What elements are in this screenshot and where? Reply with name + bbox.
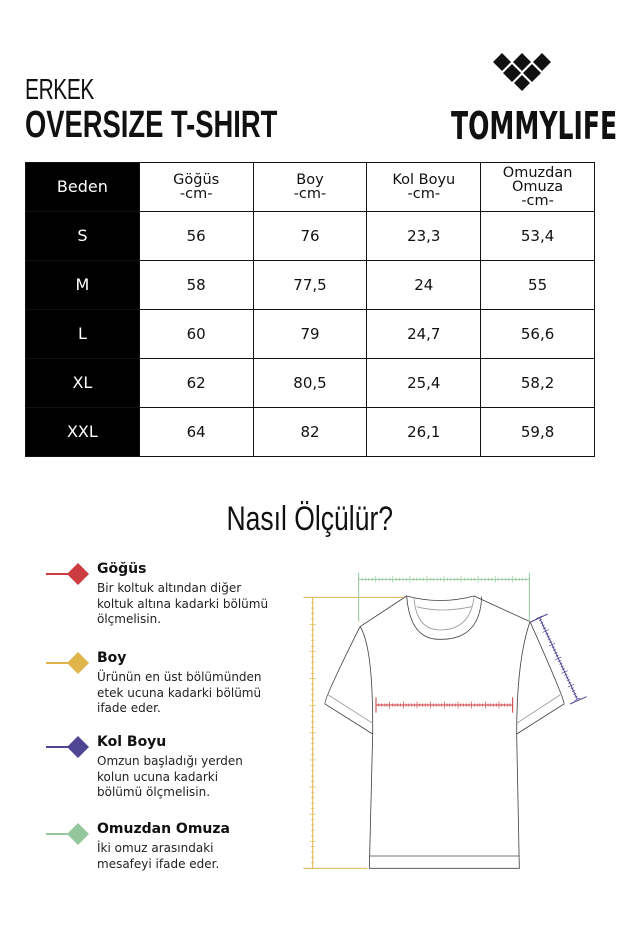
measure-cell: 59,8: [480, 407, 595, 457]
legend-diamond-icon: [46, 563, 89, 585]
category-label: ERKEK: [25, 74, 94, 106]
measure-cell: 77,5: [252, 260, 368, 310]
description-line: kolun ucuna kadarki: [97, 769, 219, 784]
legend-description: Ürünün en üst bölümünden etek ucuna kadar…: [97, 670, 297, 717]
table-row: XXL 64 82 26,1 59,8: [25, 407, 595, 457]
legend-diamond-icon: [46, 736, 89, 758]
tshirt-outline: [324, 595, 565, 869]
size-cell: M: [25, 260, 140, 310]
chest-ruler: [375, 697, 514, 713]
measure-cell: 62: [138, 358, 254, 408]
measure-cell: 58,2: [480, 358, 595, 408]
measure-cell: 56: [138, 211, 254, 261]
description-line: ölçmelisin.: [97, 612, 162, 626]
legend-title: Omuzdan Omuza: [97, 821, 230, 837]
measure-cell: 64: [138, 407, 254, 457]
shoulder-ruler: [358, 572, 530, 622]
header-sleeve: Kol Boyu -cm-: [366, 162, 482, 212]
measure-cell: 24,7: [366, 309, 482, 359]
measure-cell: 53,4: [480, 211, 595, 261]
brand-name: TOMMYLIFE: [451, 104, 618, 148]
description-line: bölümü ölçmelisin.: [97, 785, 211, 799]
size-cell: XL: [25, 358, 140, 408]
table-header-row: Beden Göğüs -cm- Boy -cm- Kol Boyu -cm- Omu…: [25, 162, 595, 212]
page-title: OVERSIZE T-SHIRT: [25, 104, 278, 146]
length-ruler: [303, 596, 404, 869]
legend-title: Göğüs: [97, 561, 147, 577]
measure-cell: 26,1: [366, 407, 482, 457]
description-line: mesafeyi ifade eder.: [97, 856, 220, 871]
size-table: Beden Göğüs -cm- Boy -cm- Kol Boyu -cm- Omu…: [25, 162, 595, 457]
measure-cell: 79: [252, 309, 368, 359]
measure-cell: 80,5: [252, 358, 368, 408]
legend-description: Omzun başladığı yerden kolun ucuna kadark…: [97, 754, 297, 801]
description-line: Omzun başladığı yerden: [97, 754, 243, 768]
legend-description: İki omuz arasındaki mesafeyi ifade eder.: [97, 841, 297, 872]
table-row: XL 62 80,5 25,4 58,2: [25, 358, 595, 408]
description-line: etek ucuna kadarki bölümü: [97, 685, 262, 700]
description-line: İki omuz arasındaki: [97, 841, 214, 855]
description-line: Ürünün en üst bölümünden: [97, 670, 262, 684]
size-cell: L: [25, 309, 140, 359]
sleeve-ruler: [530, 613, 587, 705]
legend-title: Kol Boyu: [97, 734, 167, 750]
tshirt-diagram: [303, 572, 587, 869]
measure-cell: 24: [366, 260, 482, 310]
legend-diamond-icon: [46, 823, 89, 845]
measure-cell: 82: [252, 407, 368, 457]
legend-title: Boy: [97, 650, 127, 666]
description-line: ifade eder.: [97, 701, 161, 715]
measure-cell: 55: [480, 260, 595, 310]
header-chest: Göğüs -cm-: [138, 162, 254, 212]
how-to-measure-title: Nasıl Ölçülür?: [226, 500, 394, 538]
description-line: Bir koltuk altından diğer: [97, 581, 242, 595]
measure-cell: 56,6: [480, 309, 595, 359]
measure-cell: 25,4: [366, 358, 482, 408]
size-cell: S: [25, 211, 140, 261]
measure-cell: 58: [138, 260, 254, 310]
header-length: Boy -cm-: [252, 162, 368, 212]
size-cell: XXL: [25, 407, 140, 457]
table-row: S 56 76 23,3 53,4: [25, 211, 595, 261]
legend-diamond-icon: [46, 652, 89, 674]
brand-logo-icon: [493, 53, 551, 91]
measure-cell: 76: [252, 211, 368, 261]
table-row: L 60 79 24,7 56,6: [25, 309, 595, 359]
table-row: M 58 77,5 24 55: [25, 260, 595, 310]
description-line: koltuk altına kadarki bölümü: [97, 596, 269, 611]
header-size: Beden: [25, 162, 140, 212]
header-shoulder: Omuzdan Omuza -cm-: [480, 162, 595, 212]
measure-cell: 23,3: [366, 211, 482, 261]
measure-cell: 60: [138, 309, 254, 359]
legend-description: Bir koltuk altından diğer koltuk altına k…: [97, 581, 297, 628]
